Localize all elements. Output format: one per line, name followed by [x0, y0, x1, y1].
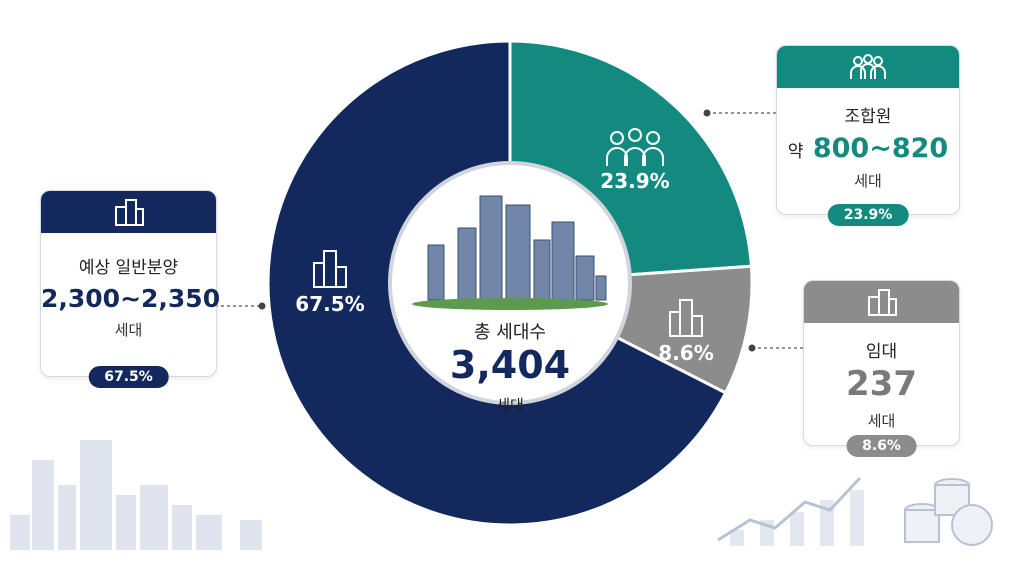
- callout-box: 임대 237 세대 8.6%: [803, 280, 960, 457]
- building-icon: [114, 199, 144, 226]
- center-unit: 세대: [496, 396, 524, 414]
- icon-part: [606, 147, 628, 166]
- callout-pill: 67.5%: [88, 366, 169, 388]
- icon-part: [335, 266, 347, 288]
- segment-label: 67.5%: [295, 292, 364, 316]
- skyline: [10, 440, 262, 550]
- icon-part: [610, 131, 624, 145]
- icon-part: [628, 128, 642, 142]
- segment-icon: [669, 299, 703, 337]
- icon-part: [691, 315, 703, 337]
- icon-part: [624, 147, 646, 166]
- callout-title: 조합원: [844, 107, 892, 127]
- building-icon: [867, 289, 897, 316]
- callout-unit: 세대: [867, 412, 896, 430]
- callout-range: 2,300~2,350: [41, 284, 221, 313]
- center-buildings: [412, 195, 608, 310]
- callout-prefix: 약: [787, 142, 804, 162]
- callout-header: [777, 46, 959, 88]
- callout-box: 예상 일반분양 2,300~2,350 세대 67.5%: [40, 190, 221, 388]
- callout-header: [41, 191, 216, 233]
- center-label: 총 세대수: [474, 322, 546, 343]
- callout-unit: 세대: [114, 321, 143, 339]
- callout-range: 약 800~820: [777, 133, 959, 164]
- segment-icon: [606, 128, 664, 166]
- people-icon: [850, 54, 886, 79]
- callout-title: 예상 일반분양: [78, 258, 179, 278]
- coins-icon: [904, 478, 993, 546]
- segment-icon: [313, 250, 347, 288]
- segment-label: 8.6%: [658, 341, 713, 365]
- center-value: 3,404: [450, 343, 570, 387]
- growth-icon: [717, 476, 864, 546]
- callout-range: 237: [846, 364, 917, 404]
- callout-box: 조합원 약 800~820 세대 23.9%: [776, 45, 960, 226]
- callout-header: [804, 281, 959, 323]
- connector-dots: [258, 109, 756, 352]
- callout-pill: 8.6%: [846, 435, 917, 457]
- icon-part: [642, 147, 664, 166]
- callout-pill: 23.9%: [827, 204, 909, 226]
- callout-range-value: 800~820: [812, 133, 949, 164]
- icon-part: [646, 131, 660, 145]
- segment-label: 23.9%: [600, 169, 669, 193]
- callout-unit: 세대: [854, 172, 882, 190]
- connectors: [215, 112, 803, 349]
- callout-title: 임대: [865, 342, 898, 362]
